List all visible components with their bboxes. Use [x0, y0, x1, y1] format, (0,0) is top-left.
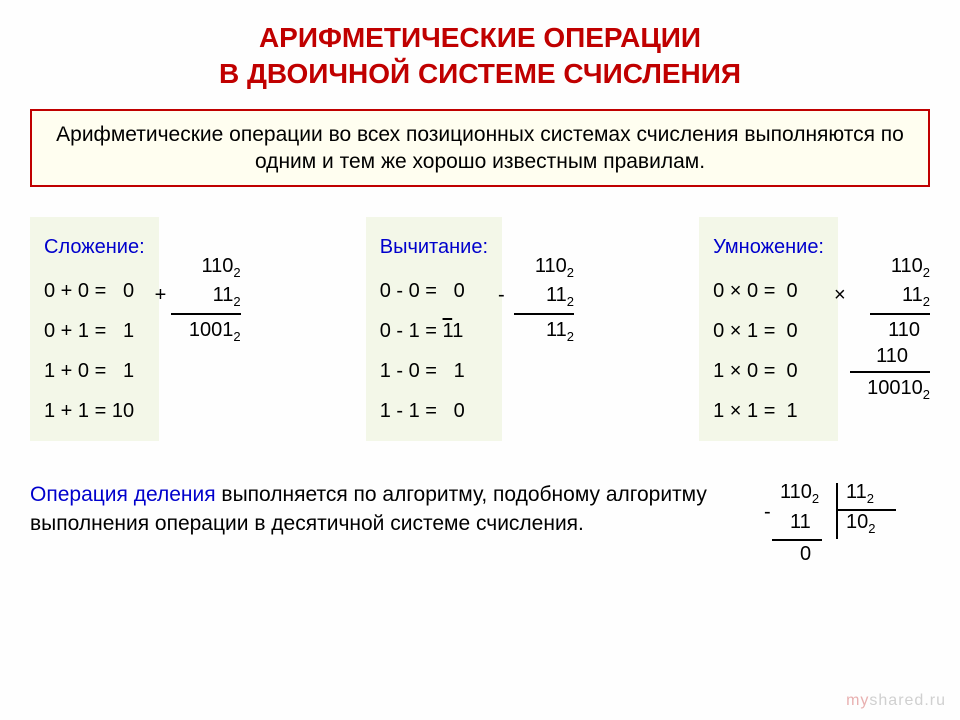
add-operand-a: 1102	[171, 253, 241, 282]
multiplication-rules: Умножение: 0 × 0 = 0 0 × 1 = 0 1 × 0 = 0…	[699, 217, 838, 441]
add-rule-3: 1 + 1 = 10	[44, 391, 145, 431]
sub-result: 112	[514, 317, 574, 346]
mul-rule-1: 0 × 1 = 0	[713, 311, 824, 351]
intro-box: Арифметические операции во всех позицион…	[30, 109, 930, 188]
longdiv-vline	[836, 483, 838, 539]
subtraction-group: Вычитание: 0 - 0 = 0 0 - 1 = 11 1 - 0 = …	[366, 217, 574, 441]
operations-row: Сложение: 0 + 0 = 0 0 + 1 = 1 1 + 0 = 1 …	[30, 217, 930, 441]
div-dividend: 1102	[780, 481, 819, 506]
add-operand-b: +112	[171, 282, 241, 311]
div-quotient: 102	[846, 511, 875, 536]
addition-rules: Сложение: 0 + 0 = 0 0 + 1 = 1 1 + 0 = 1 …	[30, 217, 159, 441]
mul-rule-line-2	[850, 371, 930, 373]
multiplication-example: 1102 ×112 110 110 100102	[850, 217, 930, 404]
add-rule-line	[171, 313, 241, 315]
add-result: 10012	[171, 317, 241, 346]
addition-example: 1102 +112 10012	[171, 217, 241, 346]
multiplication-label: Умножение:	[713, 227, 824, 267]
add-rule-2: 1 + 0 = 1	[44, 351, 145, 391]
watermark-my: my	[846, 692, 869, 709]
plus-sign: +	[155, 282, 167, 308]
sub-rule-line	[514, 313, 574, 315]
title-line-2: В ДВОИЧНОЙ СИСТЕМЕ СЧИСЛЕНИЯ	[0, 56, 960, 92]
subtraction-rules: Вычитание: 0 - 0 = 0 0 - 1 = 11 1 - 0 = …	[366, 217, 502, 441]
addition-label: Сложение:	[44, 227, 145, 267]
div-divisor: 112	[846, 481, 874, 506]
add-rule-1: 0 + 1 = 1	[44, 311, 145, 351]
mul-partial-2: 110	[850, 343, 930, 369]
addition-group: Сложение: 0 + 0 = 0 0 + 1 = 1 1 + 0 = 1 …	[30, 217, 241, 441]
intro-text: Арифметические операции во всех позицион…	[56, 123, 904, 173]
sub-rule-0: 0 - 0 = 0	[380, 271, 488, 311]
div-minus-sign: -	[764, 501, 771, 524]
subtraction-label: Вычитание:	[380, 227, 488, 267]
title-line-1: АРИФМЕТИЧЕСКИЕ ОПЕРАЦИИ	[0, 20, 960, 56]
division-row: Операция деления выполняется по алгоритм…	[30, 481, 930, 538]
page-title: АРИФМЕТИЧЕСКИЕ ОПЕРАЦИИ В ДВОИЧНОЙ СИСТЕ…	[0, 0, 960, 93]
multiplication-group: Умножение: 0 × 0 = 0 0 × 1 = 0 1 × 0 = 0…	[699, 217, 930, 441]
subtraction-example: 1102 -112 112	[514, 217, 574, 346]
sub-operand-b: -112	[514, 282, 574, 311]
watermark: myshared.ru	[846, 692, 946, 710]
division-text-blue: Операция деления	[30, 483, 216, 506]
div-rem-line	[772, 539, 822, 541]
watermark-rest: shared.ru	[869, 692, 946, 709]
sub-rule-1: 0 - 1 = 11	[380, 311, 488, 351]
sub-rule-2: 1 - 0 = 1	[380, 351, 488, 391]
minus-sign: -	[498, 282, 505, 308]
times-sign: ×	[834, 282, 846, 308]
mul-operand-b: ×112	[850, 282, 930, 311]
mul-rule-3: 1 × 1 = 1	[713, 391, 824, 431]
mul-rule-0: 0 × 0 = 0	[713, 271, 824, 311]
div-sub-step: 11	[790, 511, 811, 534]
division-text: Операция деления выполняется по алгоритм…	[30, 481, 720, 538]
div-remainder: 0	[800, 543, 811, 566]
sub-operand-a: 1102	[514, 253, 574, 282]
mul-operand-a: 1102	[850, 253, 930, 282]
add-rule-0: 0 + 0 = 0	[44, 271, 145, 311]
mul-partial-1: 110	[850, 317, 930, 343]
mul-rule-2: 1 × 0 = 0	[713, 351, 824, 391]
mul-result: 100102	[850, 375, 930, 404]
mul-rule-line-1	[870, 313, 930, 315]
sub-rule-3: 1 - 1 = 0	[380, 391, 488, 431]
